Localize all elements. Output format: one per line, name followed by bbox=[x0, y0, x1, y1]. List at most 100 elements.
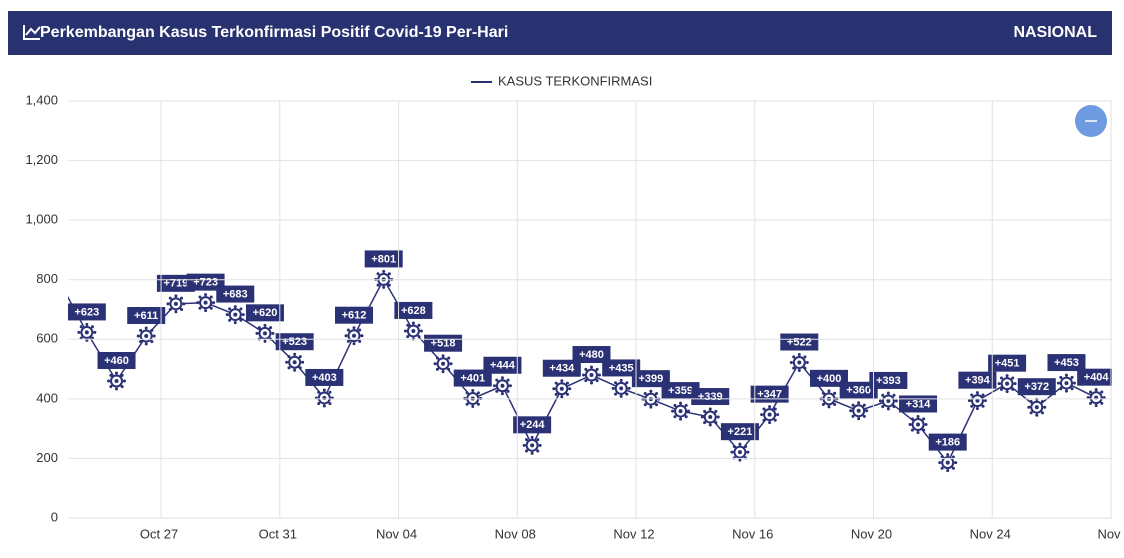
virus-spike-tip bbox=[255, 331, 259, 335]
virus-spike-tip bbox=[881, 405, 885, 409]
virus-spike-tip bbox=[582, 373, 585, 377]
value-label: +186 bbox=[935, 437, 960, 449]
virus-spike-tip bbox=[627, 386, 631, 390]
virus-spike-tip bbox=[732, 445, 736, 449]
virus-spike-tip bbox=[708, 407, 712, 411]
virus-core bbox=[945, 460, 950, 465]
virus-spike-tip bbox=[738, 442, 742, 446]
virus-spike bbox=[57, 272, 63, 278]
value-label-box bbox=[97, 351, 136, 369]
virus-spike-tip bbox=[568, 387, 572, 391]
virus-spike-tip bbox=[387, 272, 391, 276]
virus-marker bbox=[1056, 373, 1076, 393]
value-label-box bbox=[542, 359, 581, 377]
virus-spike-tip bbox=[878, 399, 882, 403]
value-label-box bbox=[869, 371, 908, 389]
y-tick-label: 1,200 bbox=[25, 152, 58, 167]
virus-spike-tip bbox=[833, 391, 837, 395]
virus-marker bbox=[611, 378, 631, 398]
chart-icon bbox=[23, 25, 41, 40]
virus-spike-tip bbox=[590, 365, 593, 369]
x-tick-label: Nov 20 bbox=[851, 526, 892, 541]
virus-spike-tip bbox=[233, 321, 237, 325]
virus-spike-tip bbox=[881, 393, 885, 397]
virus-spike-tip bbox=[115, 371, 119, 375]
virus-spike-tip bbox=[584, 367, 588, 371]
virus-spike-tip bbox=[565, 381, 569, 385]
virus-spike-tip bbox=[1070, 387, 1074, 391]
virus-spike-tip bbox=[922, 428, 926, 432]
virus-spike-tip bbox=[924, 422, 928, 426]
value-label-box bbox=[691, 388, 730, 406]
virus-spike-tip bbox=[536, 449, 540, 453]
value-label-box bbox=[958, 371, 997, 389]
virus-spike-tip bbox=[703, 409, 707, 413]
virus-spike-tip bbox=[970, 404, 974, 408]
virus-spike-tip bbox=[79, 325, 83, 329]
virus-spike-tip bbox=[449, 362, 453, 366]
virus-spike-tip bbox=[862, 403, 866, 407]
virus-spike-tip bbox=[500, 392, 504, 396]
virus-spike-tip bbox=[346, 339, 350, 343]
virus-marker bbox=[789, 353, 809, 373]
virus-marker bbox=[196, 293, 216, 313]
virus-spike-tip bbox=[821, 403, 825, 407]
virus-spike-tip bbox=[182, 302, 186, 306]
virus-spike-tip bbox=[554, 392, 558, 396]
virus-spike-tip bbox=[614, 392, 618, 396]
virus-spike-tip bbox=[228, 318, 232, 322]
virus-spike-tip bbox=[946, 469, 950, 473]
virus-spike-tip bbox=[1089, 390, 1093, 394]
y-tick-label: 1,400 bbox=[25, 92, 58, 107]
virus-spike-tip bbox=[495, 378, 499, 382]
virus-spike-tip bbox=[886, 407, 890, 411]
value-label: +393 bbox=[876, 375, 901, 387]
virus-marker bbox=[166, 294, 186, 314]
virus-spike-tip bbox=[655, 391, 659, 395]
virus-core bbox=[559, 386, 564, 391]
virus-spike-tip bbox=[565, 392, 569, 396]
y-tick-label: 0 bbox=[51, 509, 58, 524]
virus-marker bbox=[522, 435, 542, 455]
virus-spike-tip bbox=[328, 402, 332, 406]
virus-spike-tip bbox=[139, 328, 143, 332]
virus-spike-tip bbox=[910, 417, 914, 421]
virus-spike-tip bbox=[803, 355, 807, 359]
value-label-box bbox=[1077, 368, 1112, 386]
virus-spike-tip bbox=[77, 330, 81, 334]
virus-spike-tip bbox=[1094, 388, 1098, 392]
x-tick-label: Nov 04 bbox=[376, 526, 417, 541]
virus-spike-tip bbox=[679, 417, 683, 421]
virus-spike-tip bbox=[90, 325, 94, 329]
virus-marker bbox=[1027, 397, 1047, 417]
virus-spike-tip bbox=[827, 405, 831, 409]
virus-spike-tip bbox=[716, 415, 720, 419]
value-label: +347 bbox=[757, 389, 782, 401]
virus-marker bbox=[1086, 388, 1106, 408]
virus-spike-tip bbox=[180, 296, 184, 300]
value-label: +359 bbox=[668, 385, 693, 397]
virus-spike-tip bbox=[679, 401, 683, 405]
virus-spike-tip bbox=[358, 339, 362, 343]
virus-marker bbox=[433, 354, 453, 374]
value-label: +401 bbox=[460, 372, 485, 384]
value-label-box bbox=[186, 273, 225, 291]
virus-marker bbox=[760, 405, 780, 425]
value-label: +403 bbox=[312, 372, 337, 384]
value-label-box bbox=[780, 333, 819, 351]
virus-core bbox=[262, 331, 267, 336]
virus-marker bbox=[938, 453, 958, 473]
virus-spike-tip bbox=[821, 391, 825, 395]
virus-spike-tip bbox=[1029, 400, 1033, 404]
virus-spike-tip bbox=[700, 415, 704, 419]
virus-spike-tip bbox=[285, 360, 289, 364]
header-title: Perkembangan Kasus Terkonfirmasi Positif… bbox=[40, 24, 508, 41]
virus-spike-tip bbox=[1013, 382, 1017, 386]
virus-spike-tip bbox=[168, 296, 172, 300]
virus-spike-tip bbox=[322, 388, 326, 392]
virus-spike-tip bbox=[673, 403, 677, 407]
value-label: +723 bbox=[193, 277, 218, 289]
x-tick-label: Oct 31 bbox=[259, 526, 297, 541]
virus-spike-tip bbox=[352, 326, 356, 330]
value-label-box bbox=[305, 368, 344, 386]
